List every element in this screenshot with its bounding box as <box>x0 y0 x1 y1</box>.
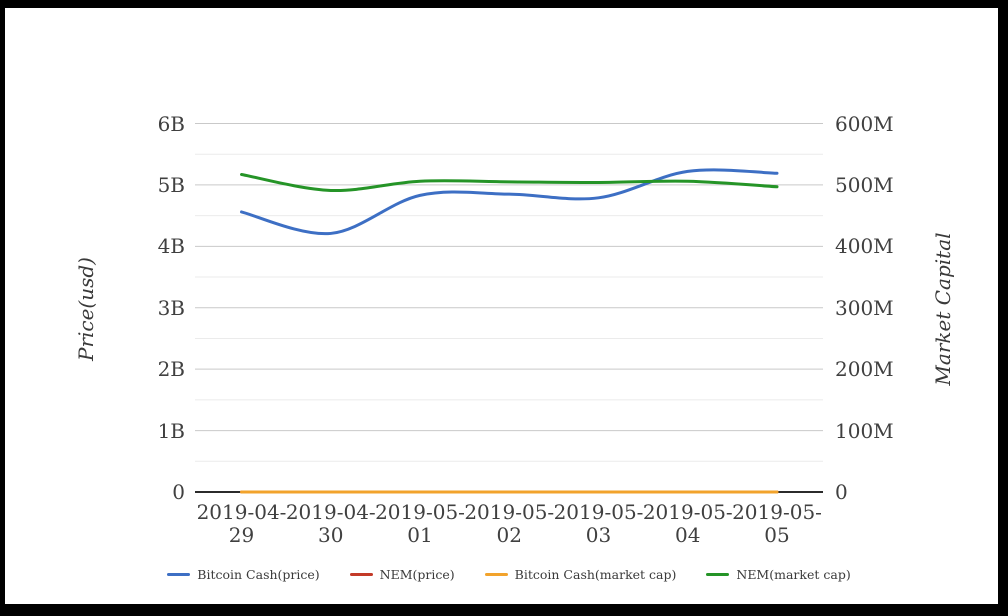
right-axis-tick-label: 300M <box>835 295 894 320</box>
left-axis-tick-label: 0 <box>172 480 185 504</box>
left-axis-tick-label: 5B <box>157 172 185 197</box>
x-axis-tick-label: 2019-05- 05 <box>732 500 822 547</box>
left-axis-tick-label: 6B <box>157 111 185 136</box>
legend-line-swatch-icon <box>167 572 191 576</box>
x-axis-tick-label: 2019-05- 02 <box>464 500 555 547</box>
legend-line-swatch-icon <box>349 572 373 576</box>
legend-line-swatch-icon <box>706 572 730 576</box>
x-axis-tick-label: 2019-04- 29 <box>196 500 287 547</box>
left-axis-tick-label: 4B <box>157 234 185 259</box>
x-axis-tick-label: 2019-04- 30 <box>285 500 376 547</box>
right-axis-tick-label: 400M <box>835 234 894 259</box>
right-axis-tick-label: 0 <box>835 480 848 504</box>
chart-legend: Bitcoin Cash(price) NEM(price) Bitcoin Cas… <box>167 566 851 582</box>
frame-border-left <box>0 0 5 616</box>
left-axis-tick-label: 2B <box>157 357 185 382</box>
legend-item-nem-market-cap[interactable]: NEM(market cap) <box>706 566 851 582</box>
frame-border-right <box>998 0 1008 616</box>
right-axis-tick-label: 600M <box>835 111 894 136</box>
right-axis-tick-label: 500M <box>835 172 894 197</box>
frame-border-bottom <box>0 604 1008 616</box>
legend-item-bitcoin-cash-market-cap[interactable]: Bitcoin Cash(market cap) <box>484 566 677 582</box>
legend-item-nem-price[interactable]: NEM(price) <box>349 566 455 582</box>
x-axis-tick-label: 2019-05- 04 <box>642 500 733 547</box>
right-axis-tick-label: 100M <box>835 418 894 443</box>
frame-border-top <box>0 0 1008 8</box>
left-axis-tick-label: 3B <box>157 295 185 320</box>
legend-line-swatch-icon <box>484 572 508 576</box>
legend-item-label: Bitcoin Cash(market cap) <box>514 566 677 582</box>
x-axis-tick-label: 2019-05- 03 <box>553 500 644 547</box>
x-axis-tick-label: 2019-05- 01 <box>375 500 465 547</box>
legend-item-bitcoin-cash-price[interactable]: Bitcoin Cash(price) <box>167 566 320 582</box>
series-line-nem-market-cap[interactable] <box>240 172 779 192</box>
legend-item-label: NEM(price) <box>379 566 455 582</box>
right-axis-tick-label: 200M <box>835 357 894 382</box>
legend-item-label: NEM(market cap) <box>736 566 851 582</box>
series-line-bitcoin-cash-price[interactable] <box>240 168 779 236</box>
left-axis-tick-label: 1B <box>157 418 185 443</box>
legend-item-label: Bitcoin Cash(price) <box>197 566 320 582</box>
